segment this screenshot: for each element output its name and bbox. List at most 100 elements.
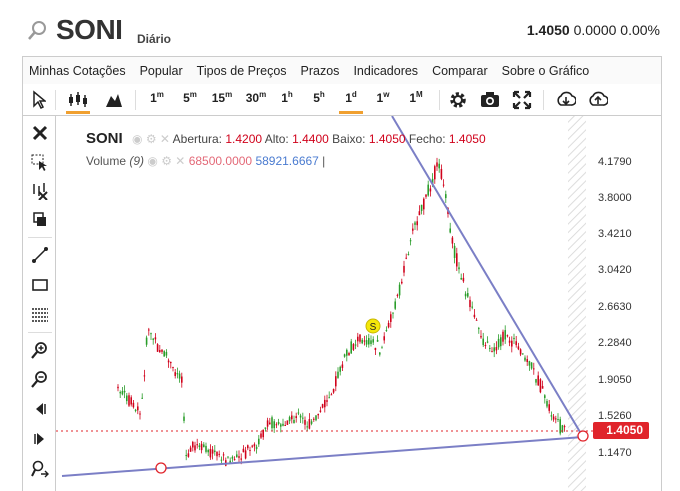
menu-item-prazos[interactable]: Prazos (300, 63, 340, 78)
candle-body (425, 194, 427, 197)
candle-body (478, 328, 480, 330)
candle-body (288, 417, 291, 422)
price-change: 0.0000 (573, 22, 617, 38)
candlestick-chart-icon[interactable] (67, 90, 89, 110)
eye-icon[interactable]: ◉ ⚙ ✕ (132, 132, 170, 146)
candle-body (383, 336, 385, 341)
zoom-out-icon[interactable] (31, 370, 49, 388)
drawing-tools-sidebar (22, 116, 56, 491)
candle-body (557, 419, 559, 421)
fibonacci-tool-icon[interactable] (31, 306, 49, 324)
interval-1M[interactable]: 1M (409, 90, 423, 105)
interval-5h[interactable]: 5h (313, 90, 325, 105)
candle-body (313, 418, 315, 420)
ohlc-legend: SONI ◉ ⚙ ✕ Abertura: 1.4200 Alto: 1.4400… (86, 130, 486, 147)
gear-icon[interactable] (448, 90, 468, 110)
interval-1w[interactable]: 1w (376, 90, 390, 105)
quote-summary: 1.4050 0.0000 0.00% (527, 22, 660, 38)
scroll-right-icon[interactable] (31, 430, 49, 448)
candle-body (137, 406, 139, 411)
candle-body (306, 426, 308, 428)
interval-1m[interactable]: 1m (150, 90, 164, 105)
menu-item-minhas-cotacoes[interactable]: Minhas Cotações (29, 63, 126, 78)
menu-item-comparar[interactable]: Comparar (432, 63, 488, 78)
ascending-trendline[interactable] (61, 436, 584, 477)
interval-15m[interactable]: 15m (211, 90, 233, 105)
candle-body (544, 395, 546, 398)
menu-item-sobre-o-grafico[interactable]: Sobre o Gráfico (501, 63, 590, 78)
eye-icon[interactable]: ◉ ⚙ ✕ (147, 154, 186, 168)
trendline-anchor-handle[interactable] (577, 430, 589, 442)
candle-body (139, 413, 141, 415)
upload-icon[interactable] (588, 90, 608, 110)
copy-icon[interactable] (31, 211, 49, 229)
candle-body (214, 450, 216, 452)
candle-body (348, 353, 350, 356)
candle-body (561, 425, 564, 433)
candle-body (390, 314, 392, 322)
candle-body (203, 444, 205, 448)
candle-body (372, 339, 374, 343)
chart-area[interactable]: S (56, 116, 662, 491)
fullscreen-icon[interactable] (512, 90, 532, 110)
zoom-in-icon[interactable] (31, 341, 49, 359)
price-chart-canvas[interactable]: S (56, 116, 662, 491)
candle-body (486, 341, 489, 343)
low-value: 1.4050 (368, 132, 406, 146)
interval-1h[interactable]: 1h (281, 90, 293, 105)
candle-body (293, 419, 295, 424)
candle-body (429, 188, 432, 192)
y-tick: 1.1470 (598, 447, 632, 459)
candle-body (209, 449, 212, 458)
candle-body (497, 338, 500, 348)
y-tick: 1.9050 (598, 374, 632, 386)
candle-body (141, 397, 143, 399)
close-icon[interactable] (31, 124, 49, 142)
scroll-left-icon[interactable] (31, 400, 49, 418)
volume-ma-value: 58921.6667 (255, 154, 319, 168)
zoom-fit-icon[interactable] (31, 460, 49, 478)
trendline-tool-icon[interactable] (31, 246, 49, 264)
area-chart-icon[interactable] (105, 90, 123, 110)
trendline-anchor-handle[interactable] (155, 462, 167, 474)
descending-trendline[interactable] (391, 116, 584, 438)
interval-5m[interactable]: 5m (183, 90, 197, 105)
candle-body (145, 337, 148, 345)
interval-1d[interactable]: 1d (345, 90, 357, 105)
split-marker[interactable] (365, 318, 381, 334)
candle-body (537, 375, 539, 386)
volume-legend: Volume (9) ◉ ⚙ ✕ 68500.0000 58921.6667 | (86, 154, 326, 168)
candle-body (376, 339, 379, 342)
menu-item-popular[interactable]: Popular (139, 63, 183, 78)
candle-body (526, 359, 528, 362)
select-cursor-icon[interactable] (31, 153, 49, 171)
candle-body (530, 362, 533, 369)
candle-body (282, 423, 284, 426)
candle-body (258, 438, 260, 445)
candle-body (216, 451, 218, 457)
candle-body (337, 371, 339, 378)
menu-item-indicadores[interactable]: Indicadores (353, 63, 419, 78)
candle-body (546, 400, 548, 407)
cursor-icon[interactable] (32, 90, 46, 110)
candle-body (416, 221, 418, 226)
camera-icon[interactable] (480, 90, 500, 110)
candle-body (552, 416, 555, 420)
toolbar: 1m 5m 15m 30m 1h 5h 1d 1w 1M (22, 84, 662, 116)
candle-body (341, 364, 344, 368)
candle-body (321, 404, 324, 408)
candle-body (277, 421, 280, 424)
candle-body (229, 460, 231, 463)
candle-body (456, 253, 458, 267)
remove-drawings-icon[interactable] (31, 182, 49, 200)
candle-body (260, 433, 262, 438)
download-icon[interactable] (556, 90, 576, 110)
candle-body (128, 395, 130, 406)
interval-30m[interactable]: 30m (245, 90, 267, 105)
menu-item-tipos-de-precos[interactable]: Tipos de Preços (196, 63, 287, 78)
candle-body (489, 347, 491, 349)
candle-body (176, 373, 179, 375)
rectangle-tool-icon[interactable] (31, 276, 49, 294)
candle-body (154, 337, 157, 340)
search-icon[interactable] (26, 20, 48, 42)
